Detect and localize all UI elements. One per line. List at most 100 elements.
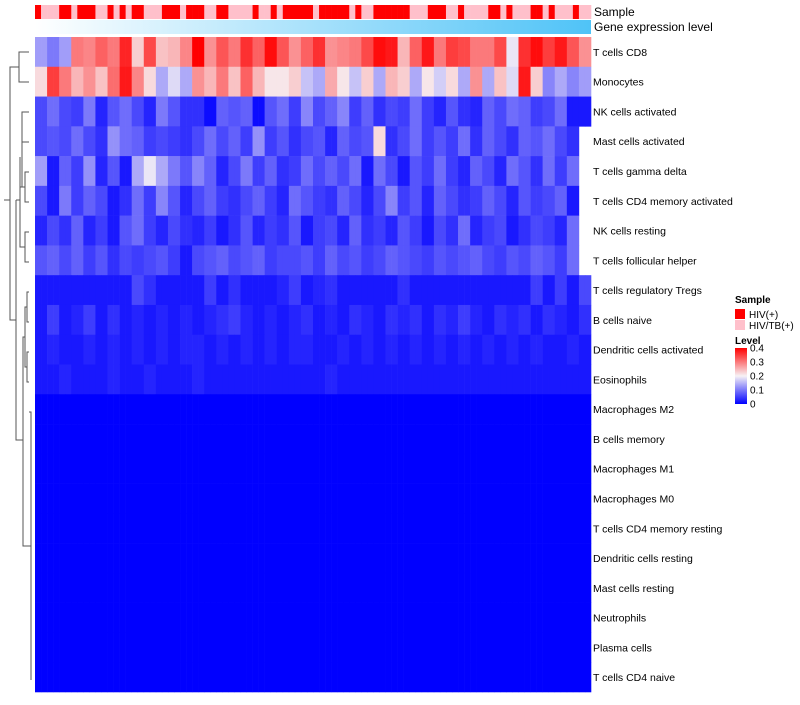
heatmap-cell [482, 602, 489, 633]
heatmap-cell [578, 334, 586, 365]
heatmap-cell [59, 364, 66, 395]
heatmap-cell [560, 543, 568, 574]
heatmap-cell [258, 96, 265, 127]
heatmap-cell [476, 602, 483, 633]
heatmap-cell [554, 424, 562, 455]
heatmap-cell [161, 483, 169, 514]
heatmap-cell [210, 513, 217, 544]
heatmap-cell [180, 513, 187, 544]
heatmap-cell [174, 662, 181, 693]
heatmap-cell [192, 364, 199, 395]
heatmap-cell [367, 364, 374, 395]
heatmap-cell [397, 513, 404, 544]
heatmap-cell [470, 215, 477, 246]
heatmap-cell [95, 66, 102, 97]
heatmap-cell [83, 602, 90, 633]
heatmap-cell [180, 37, 187, 68]
heatmap-cell [59, 572, 66, 603]
heatmap-cell [143, 543, 151, 574]
heatmap-cell [536, 424, 543, 455]
heatmap-cell [228, 275, 235, 306]
heatmap-cell [409, 394, 417, 425]
heatmap-cell [149, 453, 157, 484]
heatmap-cell [131, 483, 139, 514]
heatmap-cell [397, 602, 404, 633]
heatmap-cell [210, 602, 217, 633]
heatmap-cell [228, 483, 235, 514]
heatmap-cell [470, 394, 477, 425]
heatmap-cell [500, 215, 507, 246]
heatmap-cell [458, 602, 465, 633]
heatmap-cell [560, 96, 568, 127]
heatmap-cell [258, 126, 265, 157]
heatmap-cell [349, 602, 356, 633]
heatmap-cell [306, 156, 314, 187]
heatmap-cell [476, 126, 483, 157]
heatmap-cell [53, 513, 60, 544]
heatmap-cell [415, 185, 423, 216]
heatmap-cell [385, 66, 392, 97]
heatmap-cell [258, 215, 265, 246]
heatmap-cell [452, 394, 459, 425]
heatmap-cell [331, 572, 338, 603]
heatmap-cell [161, 126, 169, 157]
heatmap-cell [65, 453, 72, 484]
heatmap-cell [427, 66, 435, 97]
heatmap-cell [313, 483, 320, 514]
heatmap-cell [373, 245, 380, 276]
heatmap-cell [306, 66, 314, 97]
sample-annotation-cell [476, 5, 483, 19]
heatmap-cell [331, 37, 338, 68]
heatmap-cell [59, 602, 66, 633]
heatmap-cell [204, 215, 211, 246]
heatmap-cell [47, 96, 54, 127]
heatmap-cell [482, 572, 489, 603]
heatmap-cell [325, 304, 332, 336]
heatmap-cell [445, 364, 453, 395]
heatmap-cell [288, 453, 296, 484]
sample-annotation-cell [458, 5, 465, 19]
heatmap-cell [149, 126, 157, 157]
heatmap-cell [288, 156, 296, 187]
heatmap-cell [512, 215, 519, 246]
heatmap-cell [470, 185, 477, 216]
heatmap-cell [210, 334, 217, 365]
heatmap-cell [379, 572, 386, 603]
heatmap-cell [379, 215, 386, 246]
heatmap-cell [167, 334, 175, 365]
heatmap-cell [548, 453, 556, 484]
heatmap-cell [421, 156, 429, 187]
heatmap-cell [143, 394, 151, 425]
heatmap-cell [488, 275, 495, 306]
heatmap-cell [282, 662, 290, 693]
heatmap-cell [107, 66, 114, 97]
heatmap-cell [204, 543, 211, 574]
heatmap-cell [512, 126, 519, 157]
heatmap-cell [566, 364, 574, 395]
heatmap-cell [89, 364, 96, 395]
heatmap-cell [113, 66, 120, 97]
heatmap-cell [452, 543, 459, 574]
sample-annotation-cell [445, 5, 453, 19]
heatmap-cell [566, 245, 574, 276]
heatmap-cell [228, 394, 235, 425]
sample-annotation-cell [216, 5, 223, 19]
heatmap-cell [313, 37, 320, 68]
heatmap-cell [89, 632, 96, 663]
heatmap-cell [276, 334, 284, 365]
heatmap-cell [288, 66, 296, 97]
heatmap-cell [518, 513, 525, 544]
heatmap-cell [210, 483, 217, 514]
heatmap-cell [325, 245, 332, 276]
heatmap-cell [439, 156, 447, 187]
heatmap-cell [186, 334, 193, 365]
heatmap-cell [367, 513, 374, 544]
row-label: T cells CD4 memory resting [593, 523, 722, 535]
heatmap-cell [125, 543, 132, 574]
heatmap-cell [415, 245, 423, 276]
heatmap-cell [319, 215, 326, 246]
heatmap-cell [125, 662, 132, 693]
heatmap-cell [421, 334, 429, 365]
heatmap-cell [355, 602, 362, 633]
heatmap-cell [482, 96, 489, 127]
